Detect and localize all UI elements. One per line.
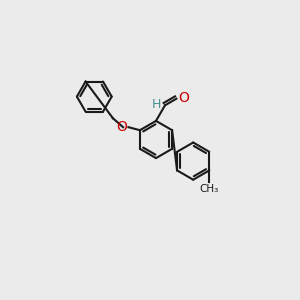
Text: CH₃: CH₃ bbox=[200, 184, 219, 194]
Text: H: H bbox=[152, 98, 161, 111]
Text: O: O bbox=[178, 91, 189, 104]
Text: O: O bbox=[116, 120, 127, 134]
